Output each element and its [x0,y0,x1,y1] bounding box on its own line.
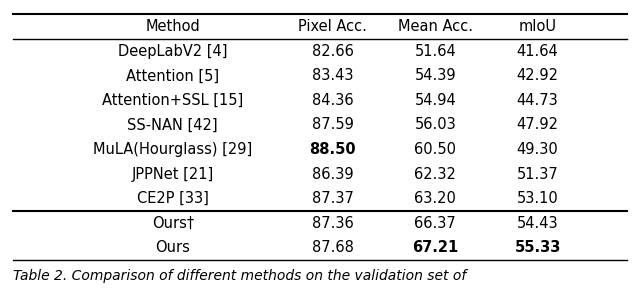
Text: 66.37: 66.37 [414,216,456,231]
Text: 63.20: 63.20 [414,191,456,206]
Text: 62.32: 62.32 [414,167,456,181]
Text: DeepLabV2 [4]: DeepLabV2 [4] [118,44,228,59]
Text: 42.92: 42.92 [516,68,559,83]
Text: 47.92: 47.92 [516,118,559,132]
Text: 49.30: 49.30 [516,142,559,157]
Text: 60.50: 60.50 [414,142,456,157]
Text: CE2P [33]: CE2P [33] [137,191,209,206]
Text: 53.10: 53.10 [516,191,559,206]
Text: 54.43: 54.43 [516,216,559,231]
Text: 87.37: 87.37 [312,191,354,206]
Text: 51.64: 51.64 [414,44,456,59]
Text: 87.68: 87.68 [312,240,354,255]
Text: Mean Acc.: Mean Acc. [397,19,473,34]
Text: SS-NAN [42]: SS-NAN [42] [127,118,218,132]
Text: Method: Method [145,19,200,34]
Text: MuLA(Hourglass) [29]: MuLA(Hourglass) [29] [93,142,252,157]
Text: 41.64: 41.64 [516,44,559,59]
Text: 86.39: 86.39 [312,167,354,181]
Text: 67.21: 67.21 [412,240,458,255]
Text: 84.36: 84.36 [312,93,354,108]
Text: Attention+SSL [15]: Attention+SSL [15] [102,93,243,108]
Text: 87.59: 87.59 [312,118,354,132]
Text: 83.43: 83.43 [312,68,353,83]
Text: 87.36: 87.36 [312,216,354,231]
Text: 44.73: 44.73 [516,93,559,108]
Text: JPPNet [21]: JPPNet [21] [132,167,214,181]
Text: Ours†: Ours† [152,216,194,231]
Text: Ours: Ours [156,240,190,255]
Text: mIoU: mIoU [518,19,557,34]
Text: 88.50: 88.50 [310,142,356,157]
Text: 56.03: 56.03 [414,118,456,132]
Text: Attention [5]: Attention [5] [126,68,220,83]
Text: Pixel Acc.: Pixel Acc. [298,19,367,34]
Text: 54.94: 54.94 [414,93,456,108]
Text: 82.66: 82.66 [312,44,354,59]
Text: 54.39: 54.39 [414,68,456,83]
Text: 55.33: 55.33 [515,240,561,255]
Text: 51.37: 51.37 [516,167,559,181]
Text: Table 2. Comparison of different methods on the validation set of: Table 2. Comparison of different methods… [13,269,466,283]
